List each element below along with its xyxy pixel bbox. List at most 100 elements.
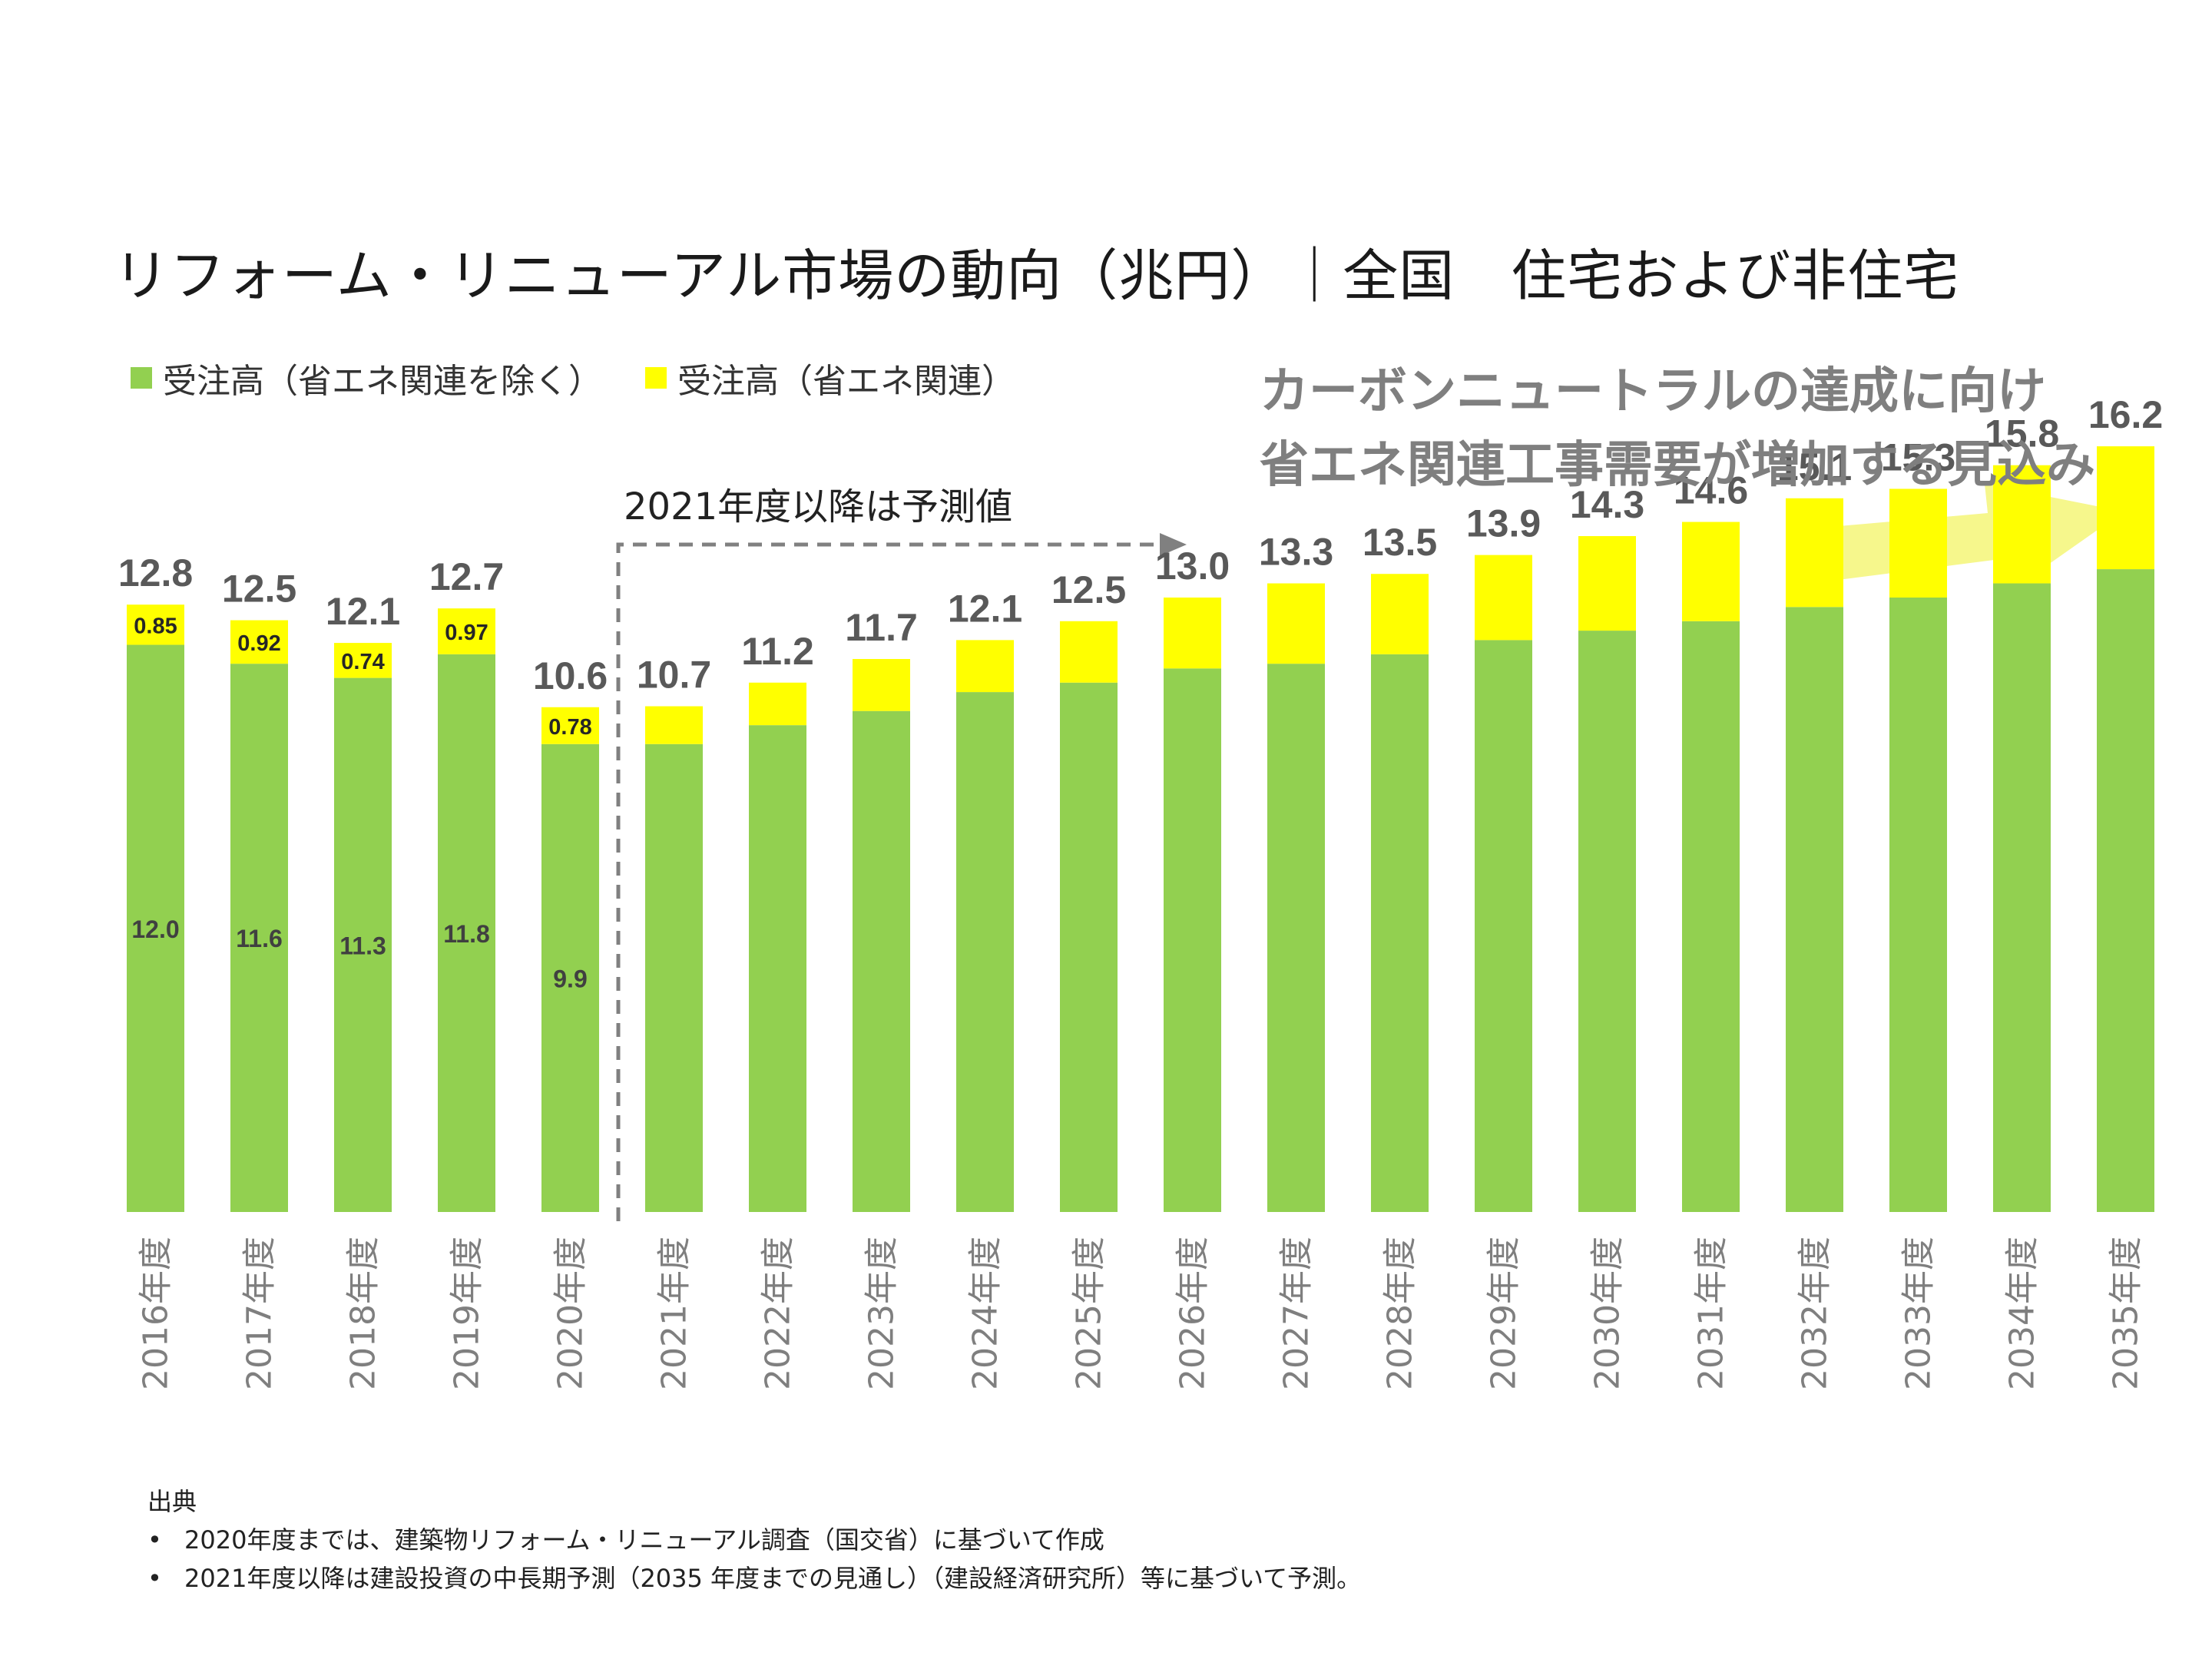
total-label: 12.5 bbox=[222, 568, 296, 611]
bar-segment-energy bbox=[956, 640, 1014, 693]
page-title: リフォーム・リニューアル市場の動向（兆円）｜全国 住宅および非住宅 bbox=[114, 243, 1960, 308]
forecast-note: 2021年度以降は予測値 bbox=[624, 485, 1013, 528]
bar-segment-energy bbox=[645, 706, 703, 744]
bar-segment-energy bbox=[334, 643, 392, 678]
x-tick-label: 2017年度 bbox=[240, 1237, 280, 1390]
x-tick-label: 2016年度 bbox=[137, 1237, 176, 1390]
x-tick-label: 2035年度 bbox=[2107, 1237, 2146, 1390]
bar-segment-base bbox=[645, 743, 703, 1212]
total-label: 15.3 bbox=[1881, 435, 1955, 478]
bar-segment-base bbox=[1682, 621, 1740, 1212]
total-label: 10.6 bbox=[533, 654, 608, 697]
bar-segment-energy bbox=[1475, 555, 1532, 641]
headline-line-2: 省エネ関連工事需要が増加する見込み bbox=[1260, 437, 2095, 494]
total-label: 13.3 bbox=[1259, 531, 1333, 574]
total-label: 14.6 bbox=[1674, 469, 1748, 512]
bar-segment-energy bbox=[1786, 498, 1843, 608]
legend-item-energy: 受注高（省エネ関連） bbox=[645, 353, 1015, 402]
bar-segment-base bbox=[956, 692, 1014, 1212]
legend-label-energy: 受注高（省エネ関連） bbox=[677, 362, 1015, 401]
bar-segment-base bbox=[2097, 569, 2154, 1212]
headline-line-1: カーボンニュートラルの達成に向け bbox=[1260, 363, 2046, 420]
total-label: 13.0 bbox=[1155, 545, 1230, 588]
bar-segment-energy bbox=[438, 608, 495, 654]
bar-segment-energy bbox=[1267, 583, 1325, 664]
x-tick-label: 2020年度 bbox=[551, 1237, 591, 1390]
source-item: 2020年度までは、建築物リフォーム・リニューアル調査（国交省）に基づいて作成 bbox=[147, 1521, 1361, 1559]
bar-segment-energy bbox=[853, 659, 910, 711]
legend: 受注高（省エネ関連を除く） 受注高（省エネ関連） bbox=[131, 353, 1058, 402]
bar-segment-energy bbox=[1164, 598, 1221, 669]
bar-segment-base bbox=[1993, 583, 2051, 1212]
total-label: 12.7 bbox=[429, 555, 504, 598]
bar-segment-base bbox=[1889, 598, 1947, 1212]
total-label: 11.2 bbox=[741, 630, 814, 673]
x-tick-label: 2034年度 bbox=[2003, 1237, 2042, 1390]
x-tick-label: 2022年度 bbox=[759, 1237, 798, 1390]
x-tick-label: 2027年度 bbox=[1277, 1237, 1316, 1390]
x-tick-label: 2028年度 bbox=[1381, 1237, 1420, 1390]
bar-segment-energy bbox=[2097, 446, 2154, 570]
data-label-base: 11.3 bbox=[339, 932, 386, 959]
data-label-energy: 0.74 bbox=[341, 650, 384, 674]
legend-label-base: 受注高（省エネ関連を除く） bbox=[163, 362, 602, 401]
total-label: 12.5 bbox=[1051, 568, 1126, 611]
x-tick-label: 2018年度 bbox=[344, 1237, 383, 1390]
x-tick-label: 2025年度 bbox=[1070, 1237, 1109, 1390]
source-note: 出典 2020年度までは、建築物リフォーム・リニューアル調査（国交省）に基づいて… bbox=[147, 1482, 1361, 1598]
x-tick-label: 2023年度 bbox=[863, 1237, 902, 1390]
x-tick-label: 2029年度 bbox=[1485, 1237, 1524, 1390]
data-label-base: 9.9 bbox=[553, 965, 587, 992]
headline: カーボンニュートラルの達成に向け 省エネ関連工事需要が増加する見込み bbox=[1260, 355, 2095, 502]
bar-segment-base bbox=[438, 654, 495, 1212]
data-label-base: 12.0 bbox=[131, 916, 179, 943]
bar-segment-base bbox=[1164, 668, 1221, 1212]
forecast-arrowhead bbox=[1160, 533, 1187, 556]
forecast-divider bbox=[616, 542, 1167, 1221]
bar-segment-base bbox=[853, 710, 910, 1212]
bar-segment-energy bbox=[749, 682, 806, 726]
x-tick-label: 2033年度 bbox=[1899, 1237, 1939, 1390]
data-label-energy: 0.97 bbox=[445, 621, 488, 645]
total-label: 16.2 bbox=[2088, 393, 2163, 436]
x-tick-label: 2019年度 bbox=[448, 1237, 487, 1390]
data-label-energy: 0.85 bbox=[134, 614, 177, 638]
bar-segment-base bbox=[1475, 640, 1532, 1212]
bar-segment-base bbox=[1267, 664, 1325, 1212]
bar-segment-base bbox=[230, 664, 288, 1212]
bar-segment-base bbox=[1371, 654, 1429, 1212]
data-label-base: 11.6 bbox=[236, 925, 283, 952]
bar-segment-energy bbox=[1889, 488, 1947, 598]
bar-segment-energy bbox=[1682, 522, 1740, 621]
total-label: 10.7 bbox=[637, 654, 711, 697]
bar-segment-energy bbox=[541, 707, 599, 744]
legend-swatch-green bbox=[131, 367, 152, 389]
total-label: 15.8 bbox=[1985, 412, 2059, 455]
x-tick-label: 2024年度 bbox=[966, 1237, 1005, 1390]
source-item: 2021年度以降は建設投資の中長期予測（2035 年度までの見通し）（建設経済研… bbox=[147, 1559, 1361, 1598]
bar-segment-base bbox=[541, 743, 599, 1212]
total-label: 12.8 bbox=[118, 551, 193, 594]
bar-segment-energy bbox=[1060, 621, 1118, 683]
x-tick-label: 2021年度 bbox=[655, 1237, 694, 1390]
total-label: 12.1 bbox=[326, 590, 400, 633]
bar-segment-base bbox=[1786, 607, 1843, 1212]
legend-swatch-yellow bbox=[645, 367, 667, 389]
bar-segment-base bbox=[749, 725, 806, 1212]
total-label: 11.7 bbox=[845, 606, 918, 649]
x-tick-label: 2030年度 bbox=[1588, 1237, 1628, 1390]
total-label: 12.1 bbox=[948, 587, 1022, 630]
bar-segment-base bbox=[334, 677, 392, 1212]
x-tick-label: 2031年度 bbox=[1692, 1237, 1731, 1390]
legend-item-base: 受注高（省エネ関連を除く） bbox=[131, 353, 602, 402]
total-label: 15.1 bbox=[1777, 445, 1852, 488]
x-tick-label: 2032年度 bbox=[1796, 1237, 1835, 1390]
bar-segment-base bbox=[1060, 682, 1118, 1212]
bar-segment-energy bbox=[1993, 465, 2051, 584]
data-label-energy: 0.78 bbox=[548, 715, 591, 740]
bar-segment-energy bbox=[230, 620, 288, 664]
data-label-base: 11.8 bbox=[443, 920, 490, 948]
bar-segment-base bbox=[1578, 631, 1636, 1212]
bar-segment-energy bbox=[127, 604, 184, 645]
